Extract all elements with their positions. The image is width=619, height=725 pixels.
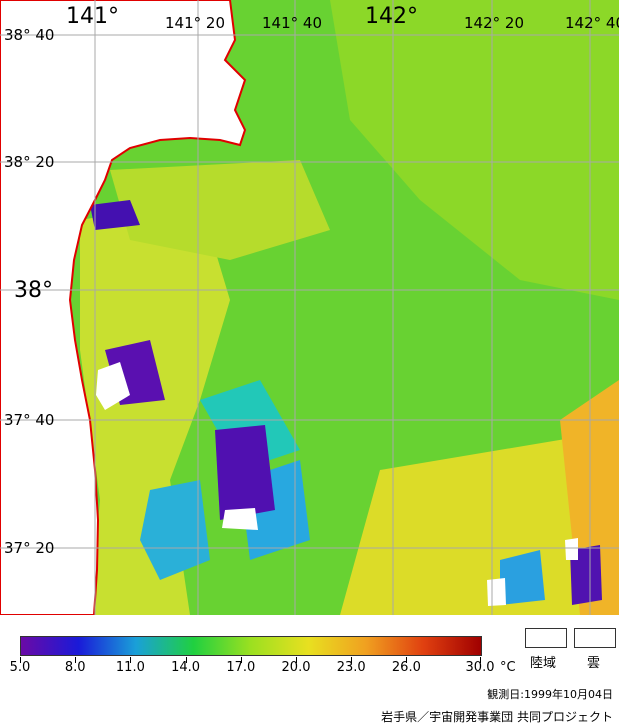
sst-map: [0, 0, 619, 615]
colorbar-tick-label: 30.0: [465, 660, 495, 675]
cold-core-1: [90, 200, 140, 230]
lat-label-38-40: 38° 40: [4, 26, 55, 44]
lon-label-142: 142°: [365, 4, 418, 29]
colorbar-tick: [20, 657, 21, 663]
lon-label-141-20: 141° 20: [165, 14, 225, 32]
lat-label-38: 38°: [14, 278, 53, 303]
colorbar-tick: [75, 657, 77, 663]
cloud-4: [565, 538, 578, 560]
colorbar-tick-label: 20.0: [281, 660, 311, 675]
colorbar-tick: [351, 657, 353, 663]
colorbar-tick: [406, 657, 408, 663]
colorbar-tick: [296, 657, 297, 663]
temperature-colorbar: [20, 636, 482, 656]
lon-label-141-40: 141° 40: [262, 14, 322, 32]
colorbar-tick-label: 5.0: [9, 660, 31, 675]
cloud-2: [222, 508, 258, 530]
colorbar-tick: [240, 657, 242, 663]
lon-label-141: 141°: [66, 4, 119, 29]
land-area: [0, 0, 247, 615]
graticule: [0, 0, 619, 615]
se-warm: [340, 430, 619, 615]
legend-panel: [0, 615, 619, 725]
cold-core-3: [215, 425, 275, 520]
sst-map-canvas: [0, 0, 619, 615]
cool-patch-4: [500, 550, 545, 605]
land-key-label: 陸域: [530, 656, 557, 671]
colorbar-tick-label: 26.0: [391, 660, 421, 675]
lon-label-142-40: 142° 40: [565, 14, 619, 32]
warm-band-west: [80, 200, 230, 615]
observation-date: 観測日:1999年10月04日: [487, 688, 613, 701]
colorbar-tick: [185, 657, 187, 663]
cool-patch-3: [200, 380, 300, 470]
lat-label-38-20: 38° 20: [4, 153, 55, 171]
ne-region: [330, 0, 619, 300]
colorbar-tick-label: 23.0: [336, 660, 366, 675]
cool-patch-1: [140, 480, 210, 580]
cloud-3: [487, 578, 506, 606]
colorbar-tick-label: 8.0: [64, 660, 86, 675]
lat-label-37-40: 37° 40: [4, 411, 55, 429]
credit-line: 岩手県／宇宙開発事業団 共同プロジェクト: [381, 710, 613, 724]
colorbar-tick: [130, 657, 132, 663]
cloud-1: [96, 362, 130, 410]
cloud-key-label: 雲: [587, 656, 601, 671]
lon-label-142-20: 142° 20: [464, 14, 524, 32]
colorbar-tick: [480, 657, 481, 663]
unit-label: °C: [500, 660, 516, 675]
lat-label-37-20: 37° 20: [4, 539, 55, 557]
warm-band-north: [110, 160, 330, 260]
cloud-key-swatch: [574, 628, 616, 648]
colorbar-tick-label: 17.0: [226, 660, 256, 675]
colorbar-tick-label: 11.0: [115, 660, 145, 675]
colorbar-tick-label: 14.0: [171, 660, 201, 675]
land-key-swatch: [525, 628, 567, 648]
